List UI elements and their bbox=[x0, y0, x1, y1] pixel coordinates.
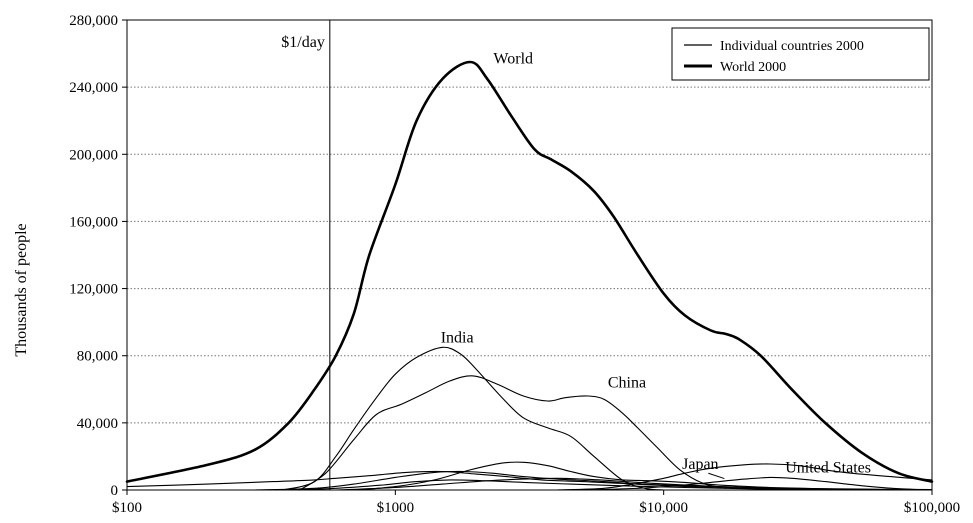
series-line-unlabeled-country bbox=[335, 477, 933, 491]
legend-label-individual: Individual countries 2000 bbox=[720, 39, 864, 54]
x-tick-label: $1000 bbox=[377, 500, 415, 516]
series-line-china bbox=[299, 375, 727, 491]
annotations: World India China Japan United States bbox=[441, 51, 871, 480]
axis-ticks: 0 40,000 80,000 120,000 160,000 200,000 240,00… bbox=[69, 13, 960, 516]
annotation-china: China bbox=[608, 375, 646, 392]
y-axis-label: Thousands of people bbox=[13, 223, 30, 356]
legend-label-world: World 2000 bbox=[720, 60, 786, 75]
series-line-unlabeled-country bbox=[353, 461, 933, 491]
gridlines bbox=[127, 86, 932, 424]
y-tick-label: 280,000 bbox=[69, 13, 118, 29]
annotation-japan: Japan bbox=[682, 456, 718, 473]
y-tick-label: 160,000 bbox=[69, 214, 118, 230]
y-tick-label: 200,000 bbox=[69, 147, 118, 163]
legend: Individual countries 2000 World 2000 bbox=[671, 27, 930, 81]
y-tick-label: 0 bbox=[111, 483, 119, 499]
plot-frame bbox=[126, 19, 933, 491]
y-tick-label: 120,000 bbox=[69, 282, 118, 298]
x-tick-label: $100,000 bbox=[904, 500, 960, 516]
series-line-united-states bbox=[556, 463, 933, 491]
x-tick-label: $100 bbox=[112, 500, 142, 516]
x-tick-label: $10,000 bbox=[639, 500, 688, 516]
y-tick-label: 80,000 bbox=[77, 349, 118, 365]
series-line-unlabeled-country bbox=[288, 479, 933, 491]
y-tick-label: 40,000 bbox=[77, 416, 118, 432]
series-layer bbox=[125, 60, 934, 491]
annotation-united-states: United States bbox=[785, 459, 871, 476]
reference-line-label: $1/day bbox=[281, 34, 325, 51]
y-tick-label: 240,000 bbox=[69, 80, 118, 96]
japan-pointer-line bbox=[708, 472, 725, 480]
annotation-india: India bbox=[441, 329, 474, 346]
series-line-world bbox=[125, 60, 934, 483]
reference-layer: $1/day bbox=[281, 20, 331, 490]
legend-box bbox=[671, 27, 930, 81]
annotation-world: World bbox=[493, 51, 533, 68]
series-line-india bbox=[282, 346, 665, 491]
